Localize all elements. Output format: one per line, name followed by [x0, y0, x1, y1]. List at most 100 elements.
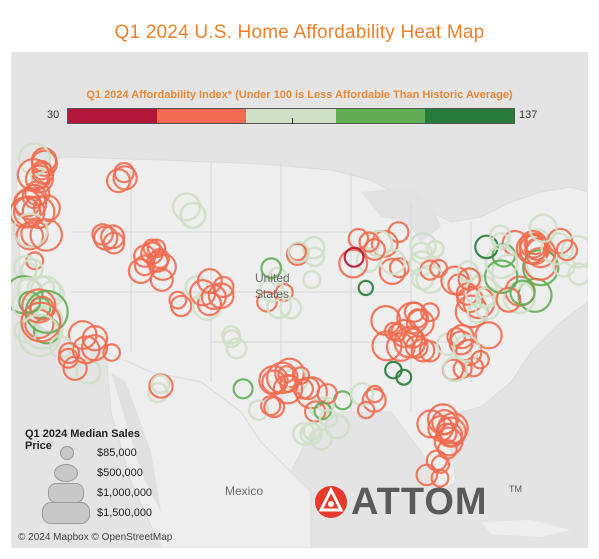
- affordability-bubble[interactable]: [102, 231, 126, 255]
- map-attribution[interactable]: © 2024 Mapbox © OpenStreetMap: [18, 532, 173, 543]
- affordability-bubble[interactable]: [113, 161, 135, 184]
- affordability-bubble[interactable]: [388, 257, 410, 279]
- affordability-bubble[interactable]: [179, 201, 207, 229]
- affordability-bubble[interactable]: [567, 262, 588, 286]
- affordability-bubble[interactable]: [462, 286, 496, 320]
- affordability-bubble[interactable]: [149, 267, 174, 292]
- affordability-bubble[interactable]: [142, 238, 161, 258]
- affordability-bubble[interactable]: [509, 279, 536, 306]
- affordability-bubble[interactable]: [102, 343, 121, 362]
- affordability-bubble[interactable]: [12, 212, 49, 249]
- affordability-bubble[interactable]: [409, 231, 437, 260]
- affordability-bubble[interactable]: [277, 365, 296, 384]
- affordability-bubble[interactable]: [29, 218, 63, 252]
- affordability-bubble[interactable]: [390, 318, 420, 348]
- affordability-bubble[interactable]: [247, 399, 270, 421]
- affordability-bubble[interactable]: [292, 421, 317, 446]
- affordability-bubble[interactable]: [62, 355, 88, 381]
- affordability-bubble[interactable]: [81, 325, 109, 352]
- affordability-bubble[interactable]: [171, 192, 202, 222]
- affordability-bubble[interactable]: [15, 221, 45, 251]
- affordability-bubble[interactable]: [431, 409, 458, 436]
- affordability-bubble[interactable]: [20, 301, 62, 343]
- affordability-bubble[interactable]: [415, 463, 439, 487]
- affordability-bubble[interactable]: [256, 290, 278, 313]
- affordability-bubble[interactable]: [267, 266, 288, 286]
- affordability-bubble[interactable]: [105, 168, 131, 194]
- affordability-bubble[interactable]: [540, 231, 574, 266]
- affordability-bubble[interactable]: [470, 350, 490, 370]
- affordability-bubble[interactable]: [379, 248, 407, 276]
- affordability-bubble[interactable]: [309, 427, 333, 451]
- affordability-bubble[interactable]: [385, 332, 416, 362]
- affordability-bubble[interactable]: [452, 334, 481, 363]
- affordability-bubble[interactable]: [91, 223, 114, 246]
- affordability-bubble[interactable]: [133, 254, 156, 277]
- affordability-bubble[interactable]: [260, 257, 283, 280]
- affordability-bubble[interactable]: [200, 284, 227, 311]
- affordability-bubble[interactable]: [318, 408, 339, 429]
- affordability-bubble[interactable]: [266, 293, 293, 320]
- affordability-bubble[interactable]: [31, 159, 53, 181]
- affordability-bubble[interactable]: [12, 195, 46, 228]
- affordability-bubble[interactable]: [338, 248, 369, 279]
- affordability-bubble[interactable]: [474, 321, 503, 350]
- affordability-bubble[interactable]: [489, 224, 512, 247]
- affordability-bubble[interactable]: [483, 259, 519, 295]
- affordability-bubble[interactable]: [358, 231, 380, 253]
- affordability-bubble[interactable]: [435, 422, 458, 445]
- affordability-bubble[interactable]: [287, 241, 310, 264]
- affordability-bubble[interactable]: [24, 289, 69, 334]
- affordability-bubble[interactable]: [474, 234, 499, 260]
- map-panel[interactable]: Q1 2024 Affordability Index* (Under 100 …: [11, 52, 588, 548]
- affordability-bubble[interactable]: [150, 374, 171, 395]
- affordability-bubble[interactable]: [147, 381, 169, 404]
- affordability-bubble[interactable]: [403, 301, 426, 323]
- affordability-bubble[interactable]: [30, 149, 59, 177]
- affordability-bubble[interactable]: [387, 221, 410, 244]
- affordability-bubble[interactable]: [343, 246, 365, 268]
- affordability-bubble[interactable]: [365, 384, 384, 404]
- affordability-bubble[interactable]: [384, 360, 403, 380]
- affordability-bubble[interactable]: [225, 337, 248, 360]
- affordability-bubble[interactable]: [495, 286, 522, 313]
- affordability-bubble[interactable]: [409, 241, 433, 265]
- affordability-bubble[interactable]: [420, 302, 440, 323]
- affordability-bubble[interactable]: [265, 361, 299, 395]
- affordability-bubble[interactable]: [430, 468, 450, 488]
- affordability-bubble[interactable]: [528, 213, 558, 244]
- affordability-bubble[interactable]: [560, 234, 588, 269]
- affordability-bubble[interactable]: [456, 285, 484, 314]
- affordability-bubble[interactable]: [189, 278, 217, 307]
- affordability-bubble[interactable]: [57, 347, 79, 369]
- affordability-bubble[interactable]: [430, 454, 451, 474]
- affordability-bubble[interactable]: [13, 187, 48, 221]
- affordability-bubble[interactable]: [425, 239, 445, 259]
- affordability-bubble[interactable]: [263, 396, 286, 419]
- map-canvas[interactable]: [11, 52, 588, 548]
- affordability-bubble[interactable]: [168, 290, 188, 310]
- affordability-bubble[interactable]: [357, 279, 374, 297]
- affordability-bubble[interactable]: [274, 357, 305, 389]
- affordability-bubble[interactable]: [518, 230, 548, 259]
- affordability-bubble[interactable]: [484, 245, 519, 280]
- affordability-bubble[interactable]: [502, 281, 536, 315]
- affordability-bubble[interactable]: [24, 180, 51, 207]
- affordability-bubble[interactable]: [378, 257, 407, 286]
- affordability-bubble[interactable]: [21, 288, 57, 324]
- affordability-bubble[interactable]: [457, 267, 481, 291]
- affordability-bubble[interactable]: [146, 238, 167, 259]
- affordability-bubble[interactable]: [32, 194, 61, 223]
- affordability-bubble[interactable]: [260, 395, 282, 417]
- affordability-bubble[interactable]: [427, 415, 455, 442]
- affordability-bubble[interactable]: [442, 356, 469, 383]
- affordability-bubble[interactable]: [279, 296, 303, 320]
- affordability-bubble[interactable]: [349, 381, 375, 407]
- affordability-bubble[interactable]: [232, 378, 254, 400]
- affordability-bubble[interactable]: [302, 270, 322, 290]
- affordability-bubble[interactable]: [24, 164, 54, 194]
- affordability-bubble[interactable]: [555, 239, 579, 262]
- affordability-bubble[interactable]: [356, 400, 376, 420]
- affordability-bubble[interactable]: [491, 232, 510, 251]
- affordability-bubble[interactable]: [301, 235, 326, 260]
